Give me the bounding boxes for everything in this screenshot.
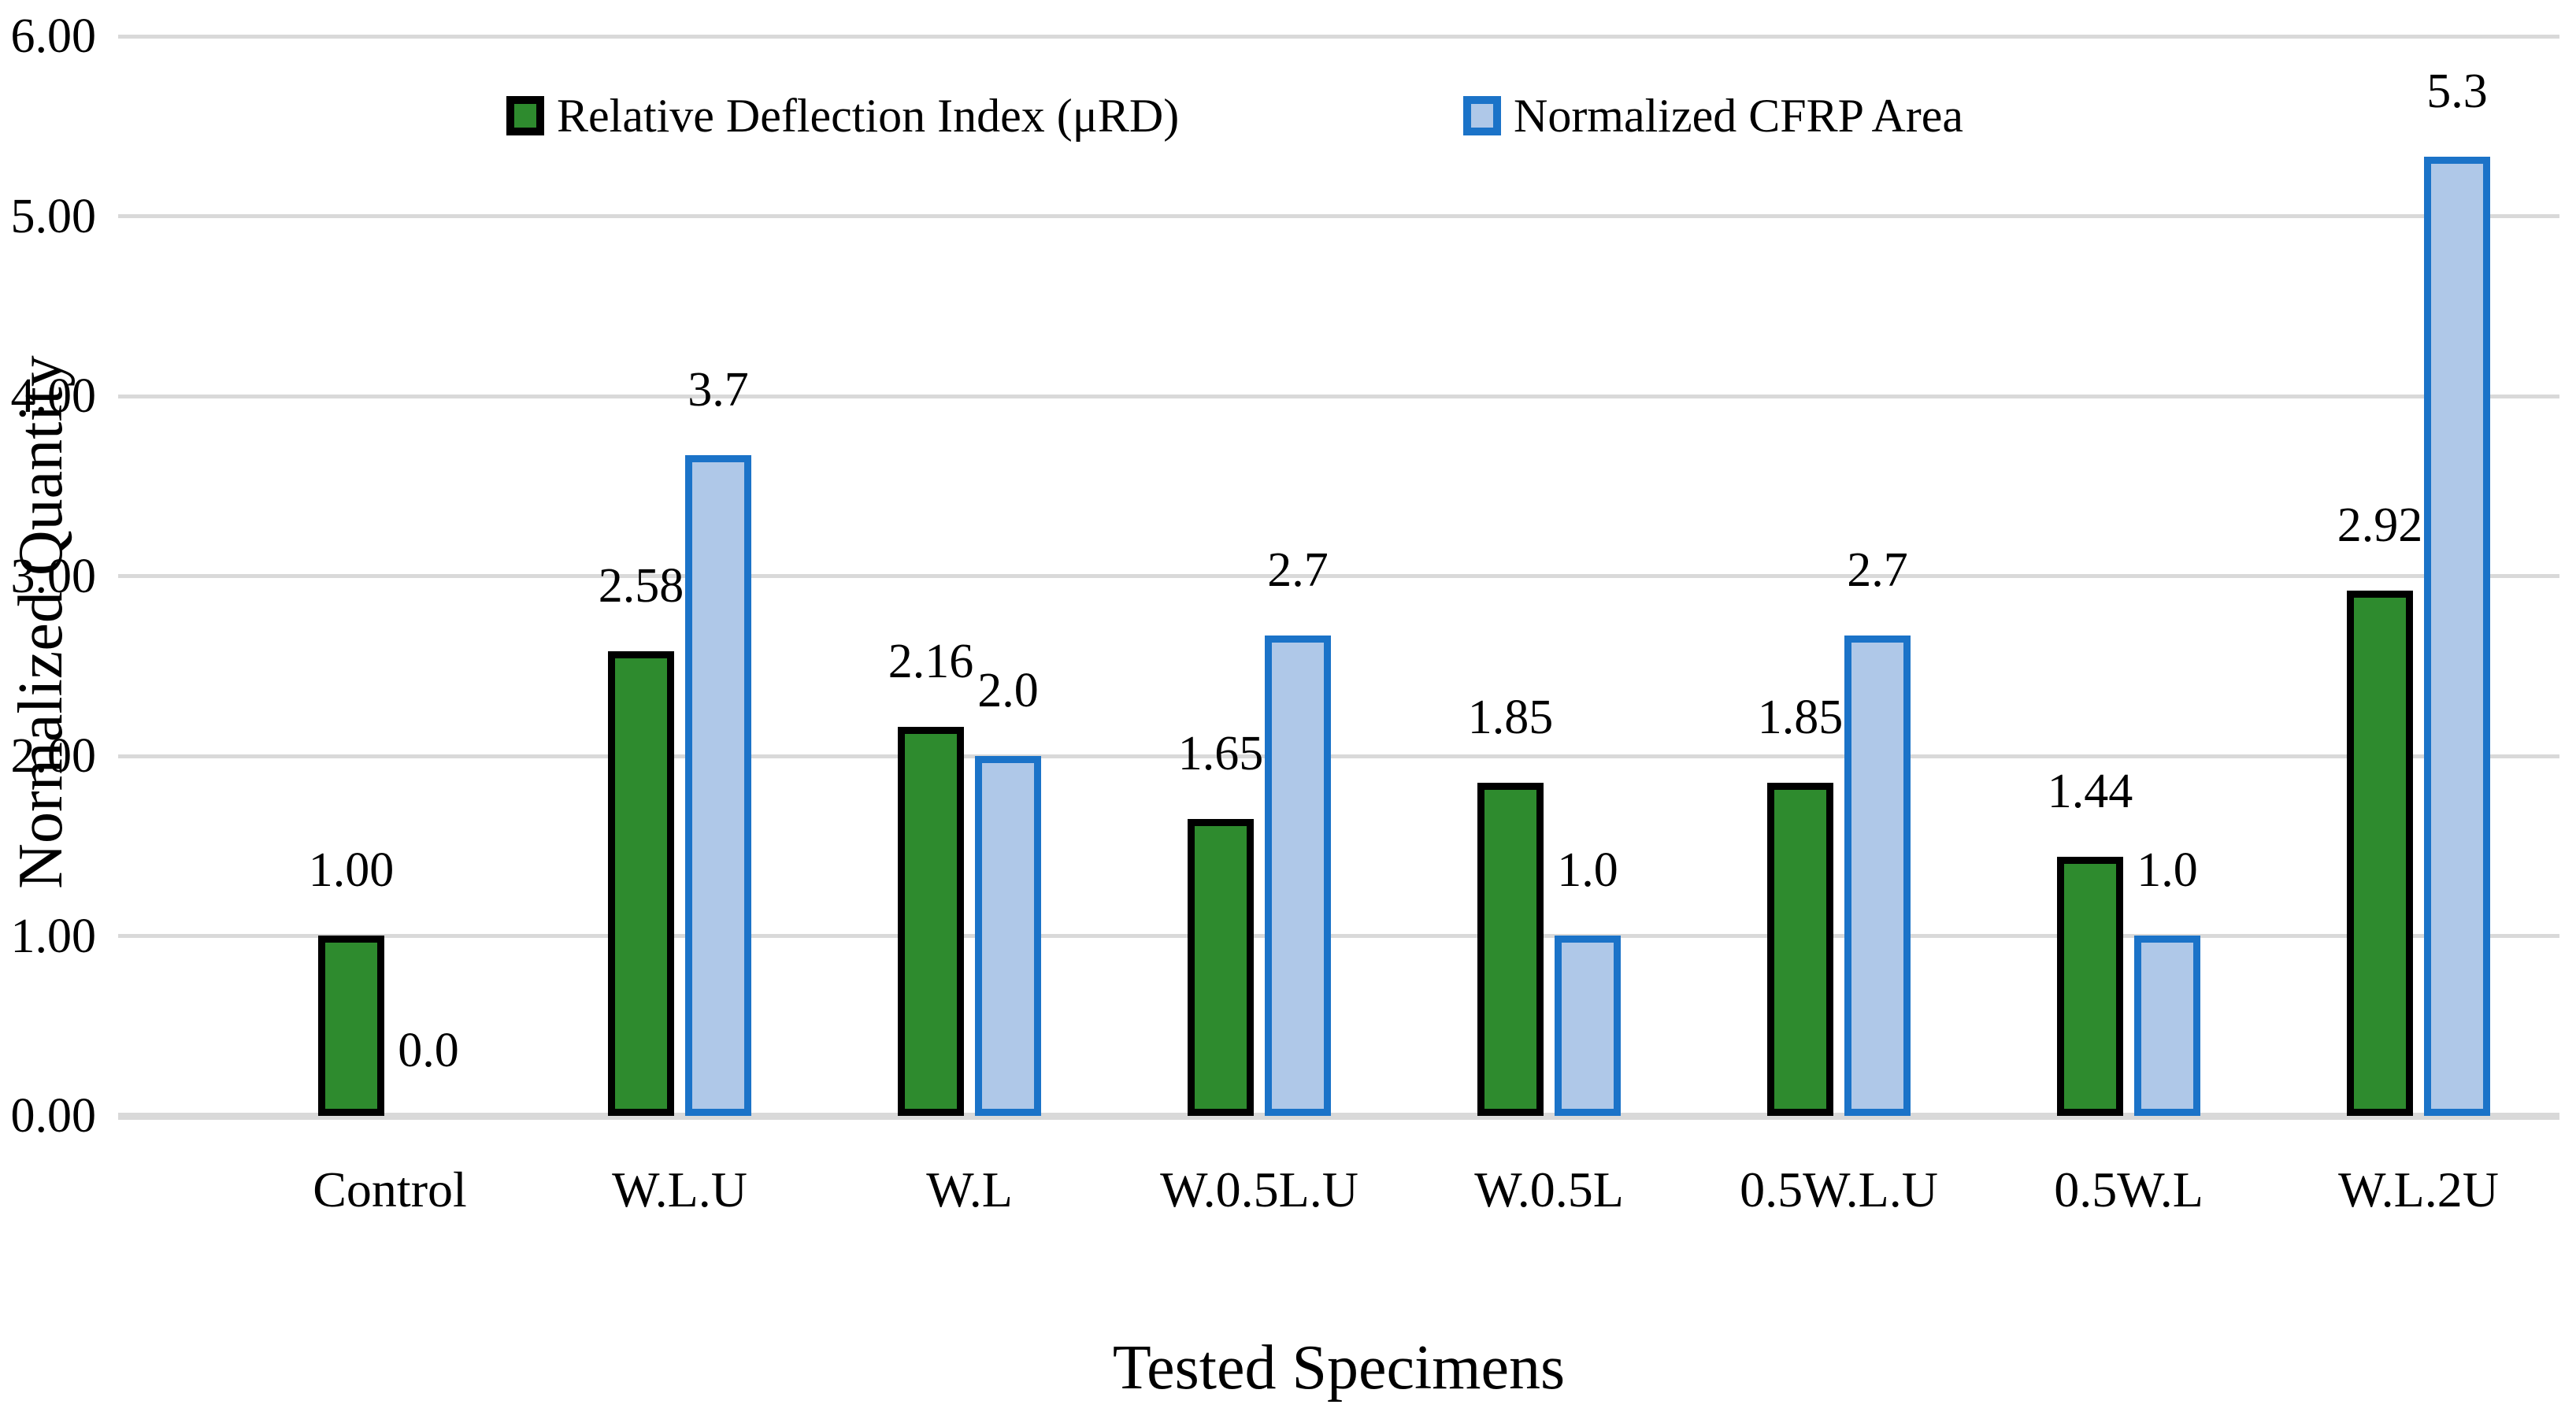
value-label-rdi-W.L.2U: 2.92 xyxy=(2337,498,2423,552)
gridline-3.00 xyxy=(118,574,2559,578)
x-tick-label-W.0.5L.U: W.0.5L.U xyxy=(1160,1162,1358,1217)
x-tick-label-0.5W.L: 0.5W.L xyxy=(2054,1162,2203,1217)
value-label-cfrp-W.L.U: 3.7 xyxy=(688,363,749,417)
value-label-cfrp-W.L.2U: 5.3 xyxy=(2426,65,2488,118)
x-tick-label-Control: Control xyxy=(313,1162,467,1217)
x-axis-title: Tested Specimens xyxy=(1112,1333,1566,1403)
gridline-4.00 xyxy=(118,394,2559,398)
value-label-cfrp-W.L: 2.0 xyxy=(977,664,1039,717)
legend-label-normalized-cfrp-area: Normalized CFRP Area xyxy=(1514,90,1964,142)
bar-cfrp-0.5W.L xyxy=(2134,936,2200,1116)
value-label-rdi-0.5W.L.U: 1.85 xyxy=(1757,691,1844,744)
y-tick-label-6.00: 6.00 xyxy=(10,9,97,63)
bar-cfrp-W.L.U xyxy=(685,455,751,1116)
bar-rdi-Control xyxy=(318,936,384,1116)
value-label-rdi-W.0.5L: 1.85 xyxy=(1467,691,1554,744)
value-label-rdi-Control: 1.00 xyxy=(308,843,395,897)
value-label-rdi-0.5W.L: 1.44 xyxy=(2047,765,2133,818)
bar-rdi-W.L.U xyxy=(608,651,674,1116)
value-label-cfrp-W.0.5L: 1.0 xyxy=(1557,843,1618,897)
value-label-rdi-W.0.5L.U: 1.65 xyxy=(1177,727,1264,780)
x-tick-label-W.L.2U: W.L.2U xyxy=(2338,1162,2499,1217)
bar-rdi-0.5W.L.U xyxy=(1767,783,1833,1116)
value-label-rdi-W.L.U: 2.58 xyxy=(598,559,684,613)
bar-rdi-W.L.2U xyxy=(2347,591,2413,1116)
gridline-2.00 xyxy=(118,754,2559,758)
bar-cfrp-W.L.2U xyxy=(2424,157,2490,1116)
bar-rdi-W.0.5L.U xyxy=(1188,819,1254,1116)
legend-item-relative-deflection-index: Relative Deflection Index (μRD) xyxy=(506,90,1180,142)
gridline-5.00 xyxy=(118,214,2559,218)
y-tick-label-4.00: 4.00 xyxy=(10,369,97,423)
value-label-cfrp-W.0.5L.U: 2.7 xyxy=(1267,543,1329,597)
x-tick-label-W.L: W.L xyxy=(926,1162,1013,1217)
bar-cfrp-W.0.5L.U xyxy=(1265,636,1331,1116)
y-tick-label-3.00: 3.00 xyxy=(10,549,97,603)
bar-rdi-W.0.5L xyxy=(1477,783,1544,1116)
legend-item-normalized-cfrp-area: Normalized CFRP Area xyxy=(1463,90,1964,142)
x-tick-label-W.L.U: W.L.U xyxy=(612,1162,747,1217)
legend-swatch-relative-deflection-index-icon xyxy=(506,96,544,135)
gridline-6.00 xyxy=(118,34,2559,39)
y-axis-title: Normalized Quantity xyxy=(6,355,76,889)
x-tick-label-0.5W.L.U: 0.5W.L.U xyxy=(1740,1162,1938,1217)
gridline-1.00 xyxy=(118,934,2559,938)
value-label-cfrp-0.5W.L: 1.0 xyxy=(2137,843,2198,897)
legend-swatch-normalized-cfrp-area-icon xyxy=(1463,96,1501,135)
bar-rdi-0.5W.L xyxy=(2057,857,2123,1116)
legend-label-relative-deflection-index: Relative Deflection Index (μRD) xyxy=(557,90,1180,142)
y-tick-label-2.00: 2.00 xyxy=(10,729,97,783)
bar-rdi-W.L xyxy=(898,727,964,1116)
value-label-rdi-W.L: 2.16 xyxy=(888,635,974,688)
bar-cfrp-0.5W.L.U xyxy=(1844,636,1911,1116)
value-label-cfrp-Control: 0.0 xyxy=(398,1024,459,1077)
bar-cfrp-W.0.5L xyxy=(1555,936,1621,1116)
value-label-cfrp-0.5W.L.U: 2.7 xyxy=(1847,543,1908,597)
y-tick-label-5.00: 5.00 xyxy=(10,189,97,243)
y-tick-label-0.00: 0.00 xyxy=(10,1089,97,1143)
gridline-0.00 xyxy=(118,1112,2559,1120)
x-tick-label-W.0.5L: W.0.5L xyxy=(1474,1162,1624,1217)
bar-cfrp-W.L xyxy=(975,756,1041,1116)
y-tick-label-1.00: 1.00 xyxy=(10,909,97,963)
